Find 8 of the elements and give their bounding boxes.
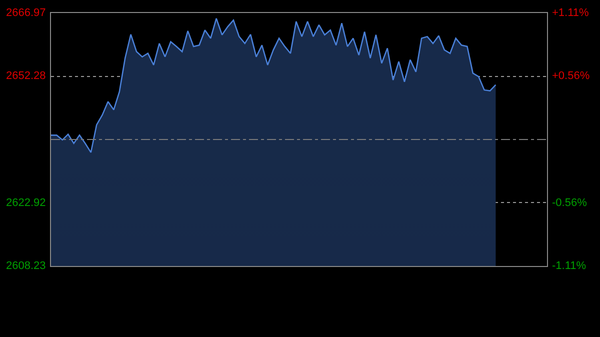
y-tick-label: 2608.23 (6, 260, 46, 272)
y-tick-label: 2622.92 (6, 197, 46, 209)
y2-tick-label: +1.11% (552, 7, 590, 19)
y2-tick-label: -0.56% (552, 197, 588, 209)
y-tick-label: 2652.28 (6, 70, 46, 82)
y2-tick-label: -1.11% (552, 260, 586, 272)
y-tick-label: 2666.97 (6, 7, 46, 19)
y2-tick-label: +0.56% (552, 70, 590, 82)
